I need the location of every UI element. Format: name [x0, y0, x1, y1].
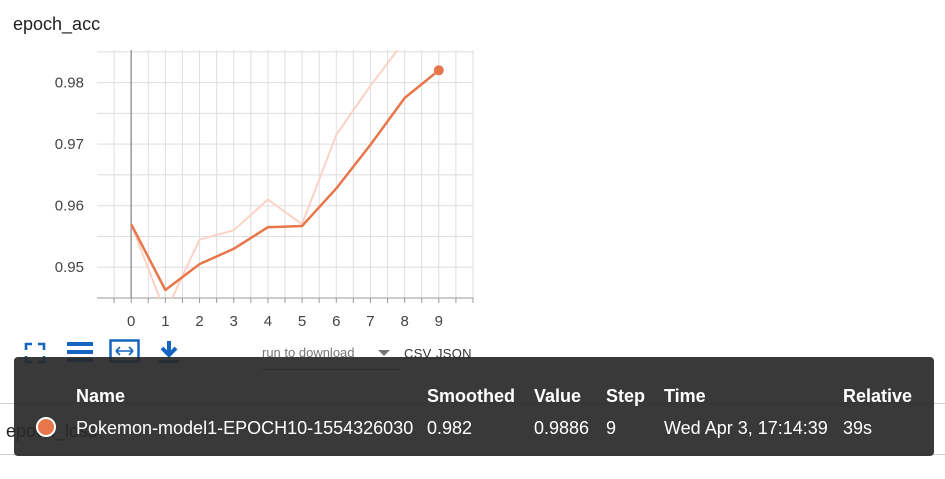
smoothed-series-line: [130, 69, 440, 292]
header-step: Step: [606, 386, 646, 406]
x-tick-label: 2: [195, 313, 203, 330]
fullscreen-icon[interactable]: [24, 342, 46, 364]
header-smoothed: Smoothed: [427, 386, 515, 406]
y-tick-label: 0.98: [55, 75, 84, 92]
x-tick-label: 5: [298, 313, 306, 330]
run-to-download-label: run to download: [262, 345, 355, 360]
x-tick-label: 4: [264, 313, 272, 330]
run-name: Pokemon-model1-EPOCH10-1554326030: [76, 418, 414, 438]
x-tick-label: 9: [435, 313, 443, 330]
x-tick-label: 3: [230, 313, 238, 330]
x-tick-label: 6: [332, 313, 340, 330]
header-value: Value: [534, 386, 582, 406]
highlighted-point: [433, 65, 444, 76]
x-tick-label: 8: [400, 313, 408, 330]
relative-value: 39s: [843, 418, 873, 438]
epoch-acc-chart[interactable]: 0.95 0.96 0.97 0.98 0 1 2 3 4 5 6 7 8 9: [0, 40, 480, 340]
x-tick-label: 0: [127, 313, 135, 330]
header-time: Time: [664, 386, 706, 406]
y-tick-label: 0.97: [55, 136, 84, 153]
header-name: Name: [76, 386, 126, 406]
chart-tooltip: Name Smoothed Value Step Time Relative P…: [14, 357, 934, 456]
run-color-swatch: [36, 417, 56, 437]
x-tick-label: 7: [366, 313, 374, 330]
step-value: 9: [606, 418, 617, 438]
chevron-down-icon: [378, 350, 390, 356]
raw-value: 0.9886: [534, 418, 590, 438]
x-tick-label: 1: [161, 313, 169, 330]
time-value: Wed Apr 3, 17:14:39: [664, 418, 828, 438]
smoothed-value: 0.982: [427, 418, 473, 438]
y-tick-label: 0.95: [55, 259, 84, 276]
y-tick-label: 0.96: [55, 198, 84, 215]
header-relative: Relative: [843, 386, 913, 406]
chart-title: epoch_acc: [13, 14, 101, 34]
